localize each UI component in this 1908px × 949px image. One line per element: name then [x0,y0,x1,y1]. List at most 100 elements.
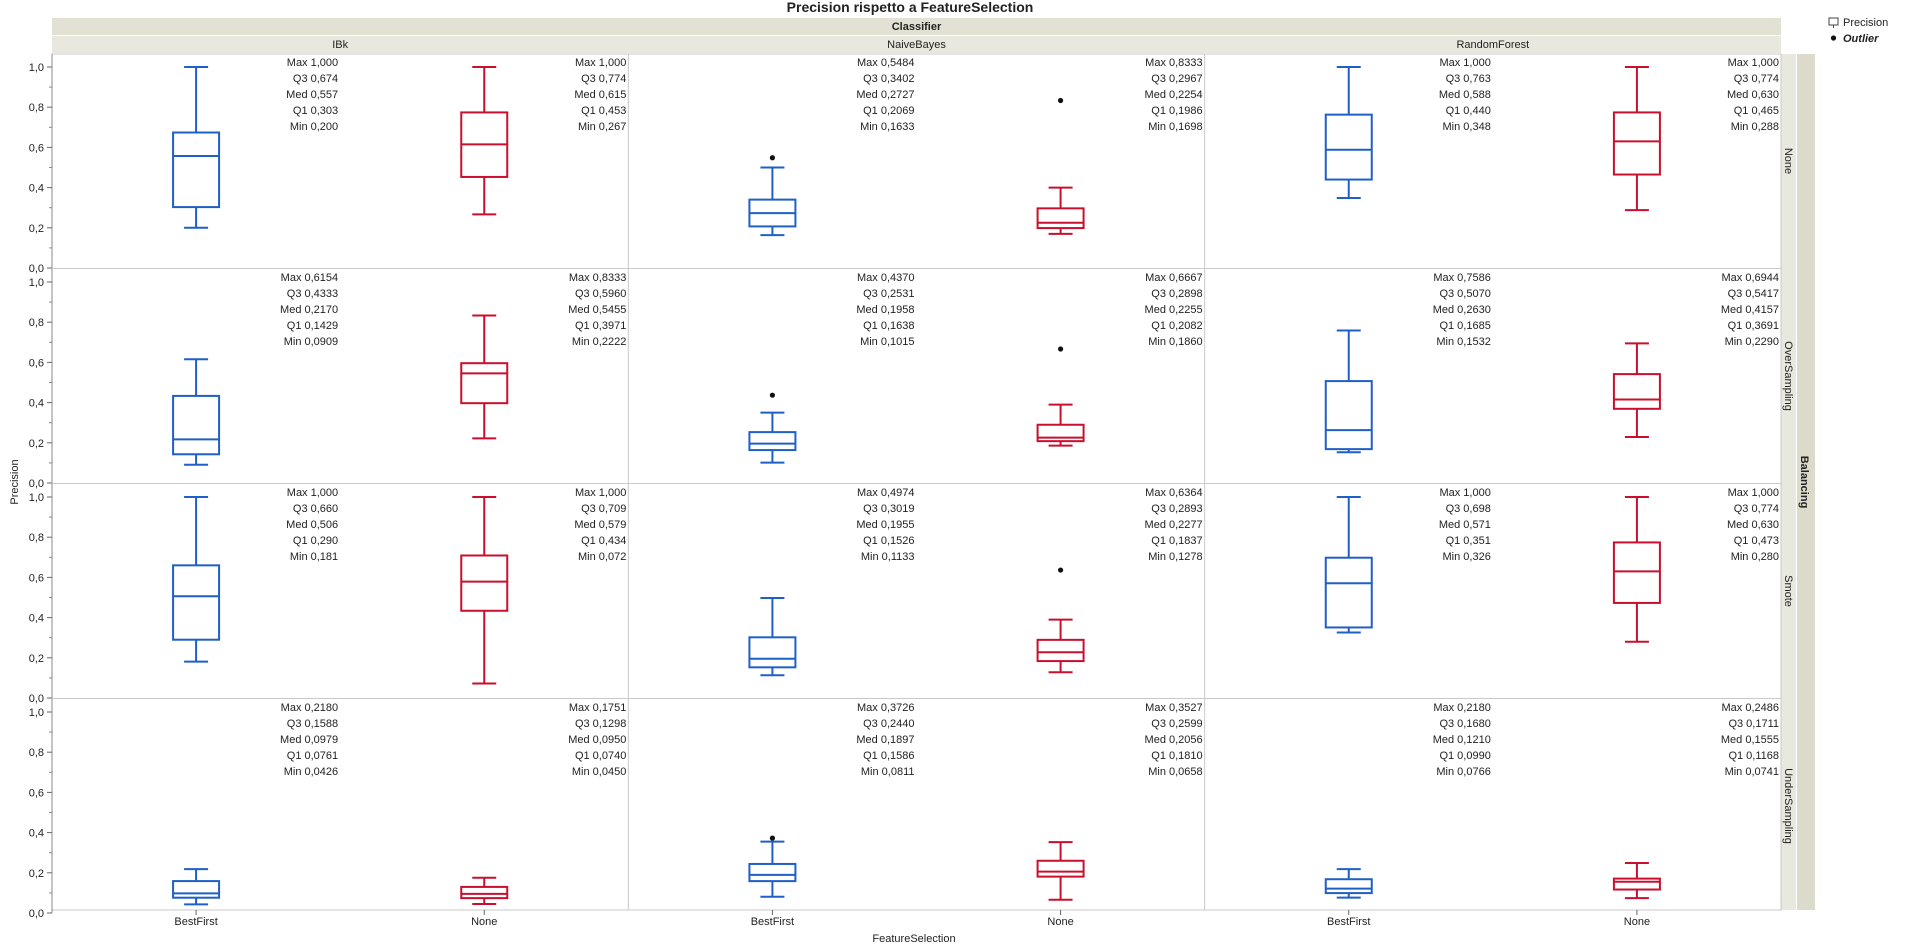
stat-q3: Q3 0,1680 [1439,718,1490,730]
stat-med: Med 0,615 [574,89,626,101]
stat-q3: Q3 0,3402 [863,73,914,85]
x-tick-label-none: None [471,916,497,928]
box-none [1612,342,1661,438]
stat-q1: Q1 0,1586 [863,750,914,762]
stat-max: Max 1,000 [1728,487,1779,499]
stat-q1: Q1 0,1168 [1728,750,1779,762]
stat-min: Min 0,1633 [860,121,914,133]
outlier-point [769,392,776,398]
legend-outlier: Outlier [1843,33,1879,45]
box-none [1036,841,1085,901]
y-tick-label: 0,8 [29,532,44,544]
stat-med: Med 0,630 [1727,519,1779,531]
x-tick-label-none: None [1047,916,1073,928]
stat-q1: Q1 0,3971 [575,320,626,332]
stat-q1: Q1 0,290 [293,535,338,547]
x-tick-label-bestfirst: BestFirst [174,916,217,928]
y-tick-label: 0,6 [29,142,44,154]
iqr-box [1324,113,1373,181]
stat-q1: Q1 0,0740 [575,750,626,762]
iqr-box [1612,111,1661,176]
y-tick-label: 0,4 [29,183,44,195]
iqr-box [1324,878,1373,895]
iqr-box [172,880,221,899]
stat-q1: Q1 0,434 [581,535,626,547]
y-tick-label: 0,8 [29,317,44,329]
chart-title: Precision rispetto a FeatureSelection [787,0,1034,15]
balancing-label-none: None [1782,148,1794,174]
stat-min: Min 0,280 [1731,551,1779,563]
y-tick-label: 0,4 [29,613,44,625]
balancing-label-oversampling: OverSampling [1782,341,1794,411]
iqr-box [1036,859,1085,878]
iqr-box [1324,556,1373,629]
box-none [1036,403,1085,447]
legend-outlier-icon [1830,35,1837,41]
stat-min: Min 0,348 [1443,121,1491,133]
y-tick-label: 1,0 [29,707,44,719]
stat-q3: Q3 0,774 [1734,73,1779,85]
outlier-point [1057,346,1064,352]
panel-none-naivebayes: Max 0,5484 Q3 0,3402 Med 0,2727 Q1 0,2069 Mi… [748,57,1203,237]
legend: Precision Outlier [1828,17,1888,45]
legend-precision: Precision [1843,17,1888,29]
stat-med: Med 0,5455 [568,304,626,316]
box-bestfirst [172,496,221,663]
y-tick-label: 0,4 [29,398,44,410]
iqr-box [460,554,509,612]
iqr-box [172,564,221,641]
panel-smote-naivebayes: Max 0,4974 Q3 0,3019 Med 0,1955 Q1 0,1526 Mi… [748,487,1203,677]
stat-med: Med 0,579 [574,519,626,531]
stat-q3: Q3 0,5070 [1439,288,1490,300]
stat-q1: Q1 0,2082 [1151,320,1202,332]
stat-q3: Q3 0,2531 [863,288,914,300]
stat-med: Med 0,2630 [1433,304,1491,316]
stat-max: Max 0,4370 [857,272,914,284]
y-tick-label: 1,0 [29,277,44,289]
y-tick-label: 0,4 [29,828,44,840]
stat-q1: Q1 0,1810 [1151,750,1202,762]
stat-med: Med 0,571 [1439,519,1491,531]
stat-min: Min 0,1015 [860,336,914,348]
box-none [1612,862,1661,900]
y-tick-label: 0,6 [29,787,44,799]
iqr-box [460,885,509,900]
box-bestfirst [172,868,221,906]
stat-q1: Q1 0,440 [1446,105,1491,117]
stat-med: Med 0,0950 [568,734,626,746]
balancing-strip [1781,54,1796,910]
stat-q1: Q1 0,1685 [1439,320,1490,332]
y-tick-label: 0,6 [29,572,44,584]
stat-q1: Q1 0,1429 [287,320,338,332]
y-tick-label: 0,2 [29,438,44,450]
stat-q3: Q3 0,1711 [1728,718,1779,730]
stat-med: Med 0,4157 [1721,304,1779,316]
y-tick-label: 1,0 [29,62,44,74]
stat-med: Med 0,588 [1439,89,1491,101]
stat-med: Med 0,0979 [280,734,338,746]
panel-undersampling-ibk: Max 0,2180 Q3 0,1588 Med 0,0979 Q1 0,0761 Mi… [172,702,626,906]
stat-med: Med 0,1897 [856,734,914,746]
stat-min: Min 0,181 [290,551,338,563]
panel-undersampling-randomforest: Max 0,2180 Q3 0,1680 Med 0,1210 Q1 0,0990 Mi… [1324,702,1779,900]
stat-min: Min 0,0909 [284,336,338,348]
panel-undersampling-naivebayes: Max 0,3726 Q3 0,2440 Med 0,1897 Q1 0,1586 Mi… [748,702,1203,901]
box-bestfirst [1324,868,1373,899]
panel-smote-randomforest: Max 1,000 Q3 0,698 Med 0,571 Q1 0,351 Min 0,… [1324,487,1779,643]
classifier-header-row [52,36,1781,53]
panel-none-randomforest: Max 1,000 Q3 0,763 Med 0,588 Q1 0,440 Min 0,… [1324,57,1779,212]
stat-q3: Q3 0,2893 [1151,503,1202,515]
y-tick-label: 0,0 [29,908,44,920]
stat-q3: Q3 0,3019 [863,503,914,515]
box-none [1036,186,1085,235]
stat-min: Min 0,0450 [572,766,626,778]
stat-q3: Q3 0,5417 [1728,288,1779,300]
stat-max: Max 0,3726 [857,702,914,714]
stat-max: Max 0,5484 [857,57,914,69]
stat-med: Med 0,1555 [1721,734,1779,746]
y-tick-label: 0,0 [29,693,44,705]
stat-q1: Q1 0,1638 [863,320,914,332]
legend-box-icon [1828,17,1839,26]
stat-q1: Q1 0,1986 [1151,105,1202,117]
stat-max: Max 0,2486 [1722,702,1779,714]
